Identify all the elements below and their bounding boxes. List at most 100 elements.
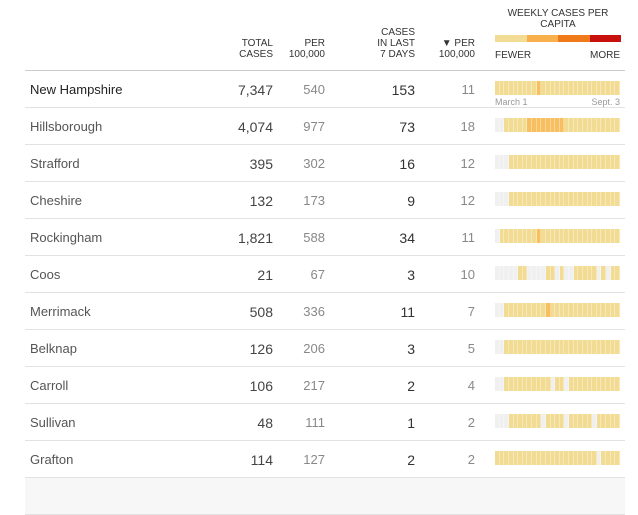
timeline-start: March 1 bbox=[495, 97, 528, 107]
week-cell bbox=[527, 303, 532, 317]
week-cell bbox=[527, 451, 532, 465]
week-cell bbox=[527, 414, 532, 428]
cases-7-days: 3 bbox=[407, 341, 415, 357]
cases-7-days: 2 bbox=[407, 452, 415, 468]
week-cell bbox=[596, 229, 602, 243]
week-cell bbox=[592, 451, 597, 465]
total-cases: 508 bbox=[249, 304, 273, 320]
table-row: Cheshire 132 173 9 12 bbox=[25, 182, 625, 219]
week-cell bbox=[615, 340, 620, 354]
week-cell bbox=[545, 266, 551, 280]
week-cell bbox=[513, 377, 519, 391]
header-cases-7-days[interactable]: Cases in last 7 days bbox=[377, 27, 415, 60]
week-cell bbox=[601, 377, 606, 391]
header-total-cases[interactable]: Total Cases bbox=[239, 38, 273, 60]
week-cell bbox=[504, 414, 509, 428]
week-cell bbox=[587, 229, 593, 243]
week-cell bbox=[545, 414, 551, 428]
week-cell bbox=[541, 451, 546, 465]
week-cell bbox=[545, 155, 551, 169]
cases-7-days: 2 bbox=[407, 378, 415, 394]
week-cell bbox=[582, 192, 588, 206]
week-cell bbox=[508, 340, 514, 354]
week-cell bbox=[555, 192, 560, 206]
week-cell bbox=[592, 81, 597, 95]
week-cell bbox=[545, 229, 551, 243]
total-cases: 48 bbox=[257, 415, 273, 431]
week-cell bbox=[592, 266, 597, 280]
week-cell bbox=[555, 118, 560, 132]
weekly-cases-sparkline bbox=[495, 192, 620, 206]
week-cell bbox=[504, 118, 509, 132]
week-cell bbox=[508, 377, 514, 391]
per-100k: 111 bbox=[305, 415, 325, 430]
week-cell bbox=[504, 340, 509, 354]
week-cell bbox=[582, 155, 588, 169]
week-cell bbox=[522, 192, 528, 206]
week-cell bbox=[545, 81, 551, 95]
week-cell bbox=[550, 192, 556, 206]
week-cell bbox=[522, 118, 528, 132]
week-cell bbox=[592, 118, 597, 132]
week-cell bbox=[559, 414, 565, 428]
legend-fewer: FEWER bbox=[495, 50, 532, 61]
total-cases: 7,347 bbox=[237, 82, 273, 98]
week-cell bbox=[513, 451, 519, 465]
week-cell bbox=[606, 303, 611, 317]
cases-7-days: 34 bbox=[399, 230, 415, 246]
per-100k-7-days: 4 bbox=[467, 378, 475, 393]
week-cell bbox=[564, 414, 569, 428]
week-cell bbox=[541, 414, 546, 428]
week-cell bbox=[564, 340, 569, 354]
header-per-100k[interactable]: Per 100,000 bbox=[288, 38, 325, 60]
weekly-cases-sparkline bbox=[495, 303, 620, 317]
week-cell bbox=[592, 192, 597, 206]
week-cell bbox=[606, 266, 611, 280]
week-cell bbox=[508, 229, 514, 243]
weekly-cases-sparkline bbox=[495, 340, 620, 354]
county-name: Coos bbox=[30, 267, 61, 282]
week-cell bbox=[513, 118, 519, 132]
week-cell bbox=[495, 303, 500, 317]
per-100k-7-days: 2 bbox=[467, 415, 475, 430]
week-cell bbox=[582, 229, 588, 243]
week-cell bbox=[601, 155, 606, 169]
week-cell bbox=[518, 377, 523, 391]
week-cell bbox=[587, 81, 593, 95]
week-cell bbox=[541, 266, 546, 280]
header-per-100k-7-days-sorted[interactable]: ▼ Per 100,000 bbox=[438, 38, 475, 60]
week-cell bbox=[596, 451, 602, 465]
week-cell bbox=[508, 155, 514, 169]
total-cases: 1,821 bbox=[237, 230, 273, 246]
week-cell bbox=[499, 377, 505, 391]
week-cell bbox=[610, 451, 616, 465]
week-cell bbox=[578, 192, 583, 206]
week-cell bbox=[569, 303, 574, 317]
week-cell bbox=[527, 81, 532, 95]
week-cell bbox=[536, 266, 542, 280]
week-cell bbox=[532, 118, 537, 132]
week-cell bbox=[587, 414, 593, 428]
week-cell bbox=[606, 155, 611, 169]
week-cell bbox=[508, 81, 514, 95]
week-cell bbox=[532, 303, 537, 317]
week-cell bbox=[495, 451, 500, 465]
week-cell bbox=[592, 340, 597, 354]
week-cell bbox=[518, 451, 523, 465]
week-cell bbox=[592, 414, 597, 428]
week-cell bbox=[532, 414, 537, 428]
week-cell bbox=[499, 192, 505, 206]
week-cell bbox=[578, 266, 583, 280]
week-cell bbox=[592, 155, 597, 169]
week-cell bbox=[518, 155, 523, 169]
week-cell bbox=[518, 340, 523, 354]
total-cases: 21 bbox=[257, 267, 273, 283]
per-100k: 540 bbox=[303, 82, 325, 97]
week-cell bbox=[518, 229, 523, 243]
week-cell bbox=[615, 229, 620, 243]
week-cell bbox=[564, 377, 569, 391]
week-cell bbox=[508, 266, 514, 280]
week-cell bbox=[559, 266, 565, 280]
week-cell bbox=[559, 192, 565, 206]
week-cell bbox=[573, 414, 579, 428]
